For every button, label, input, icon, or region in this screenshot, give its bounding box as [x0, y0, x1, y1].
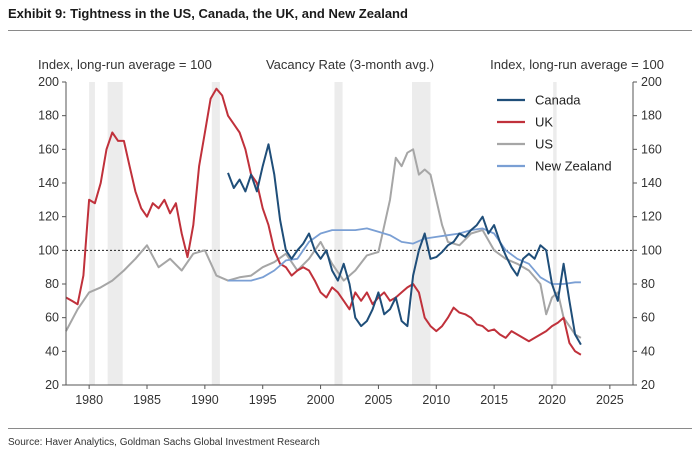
right-axis-title: Index, long-run average = 100: [490, 57, 664, 72]
right-y-tick-label: 100: [641, 243, 662, 257]
left-y-tick-label: 180: [38, 109, 59, 123]
exhibit-title: Exhibit 9: Tightness in the US, Canada, …: [8, 6, 408, 21]
left-y-tick-label: 40: [45, 344, 59, 358]
x-tick-label: 1985: [133, 393, 161, 407]
x-tick-label: 2015: [480, 393, 508, 407]
series-layer: [65, 87, 582, 356]
recession-band-5: [553, 82, 557, 385]
recession-bands: [89, 82, 557, 385]
source-note: Source: Haver Analytics, Goldman Sachs G…: [8, 437, 320, 448]
recession-band-2: [211, 82, 220, 385]
right-y-tick-label: 80: [641, 277, 655, 291]
legend-label: US: [535, 137, 553, 152]
series-line-canada: [227, 143, 582, 346]
legend-label: UK: [535, 115, 553, 130]
right-y-tick-label: 40: [641, 344, 655, 358]
x-tick-label: 2005: [365, 393, 393, 407]
right-y-tick-label: 140: [641, 176, 662, 190]
left-y-tick-label: 200: [38, 75, 59, 89]
right-y-tick-label: 200: [641, 75, 662, 89]
right-y-tick-label: 180: [641, 109, 662, 123]
right-y-tick-label: 20: [641, 378, 655, 392]
legend-label: New Zealand: [535, 159, 612, 174]
x-tick-label: 2000: [307, 393, 335, 407]
left-y-tick-label: 20: [45, 378, 59, 392]
x-tick-label: 2025: [596, 393, 624, 407]
recession-band-4: [411, 82, 431, 385]
x-tick-label: 2020: [538, 393, 566, 407]
recession-band-0: [89, 82, 95, 385]
left-y-tick-label: 60: [45, 311, 59, 325]
recession-band-1: [107, 82, 123, 385]
left-axis-title: Index, long-run average = 100: [38, 57, 212, 72]
right-y-tick-label: 120: [641, 210, 662, 224]
left-y-tick-label: 160: [38, 142, 59, 156]
x-tick-label: 1980: [75, 393, 103, 407]
title-divider: [8, 30, 692, 31]
series-line-uk: [65, 87, 582, 356]
left-y-tick-label: 140: [38, 176, 59, 190]
series-line-new-zealand: [228, 227, 581, 285]
legend-label: Canada: [535, 93, 581, 108]
center-title: Vacancy Rate (3-month avg.): [266, 57, 434, 72]
left-y-tick-label: 80: [45, 277, 59, 291]
x-tick-label: 1990: [191, 393, 219, 407]
x-tick-label: 1995: [249, 393, 277, 407]
right-y-tick-label: 160: [641, 142, 662, 156]
legend: Canada UK US New Zealand: [497, 93, 612, 174]
series-line-us: [65, 148, 582, 339]
left-y-tick-label: 100: [38, 243, 59, 257]
source-divider: [8, 428, 692, 429]
recession-band-3: [334, 82, 343, 385]
x-tick-label: 2010: [422, 393, 450, 407]
left-y-tick-label: 120: [38, 210, 59, 224]
right-y-tick-label: 60: [641, 311, 655, 325]
